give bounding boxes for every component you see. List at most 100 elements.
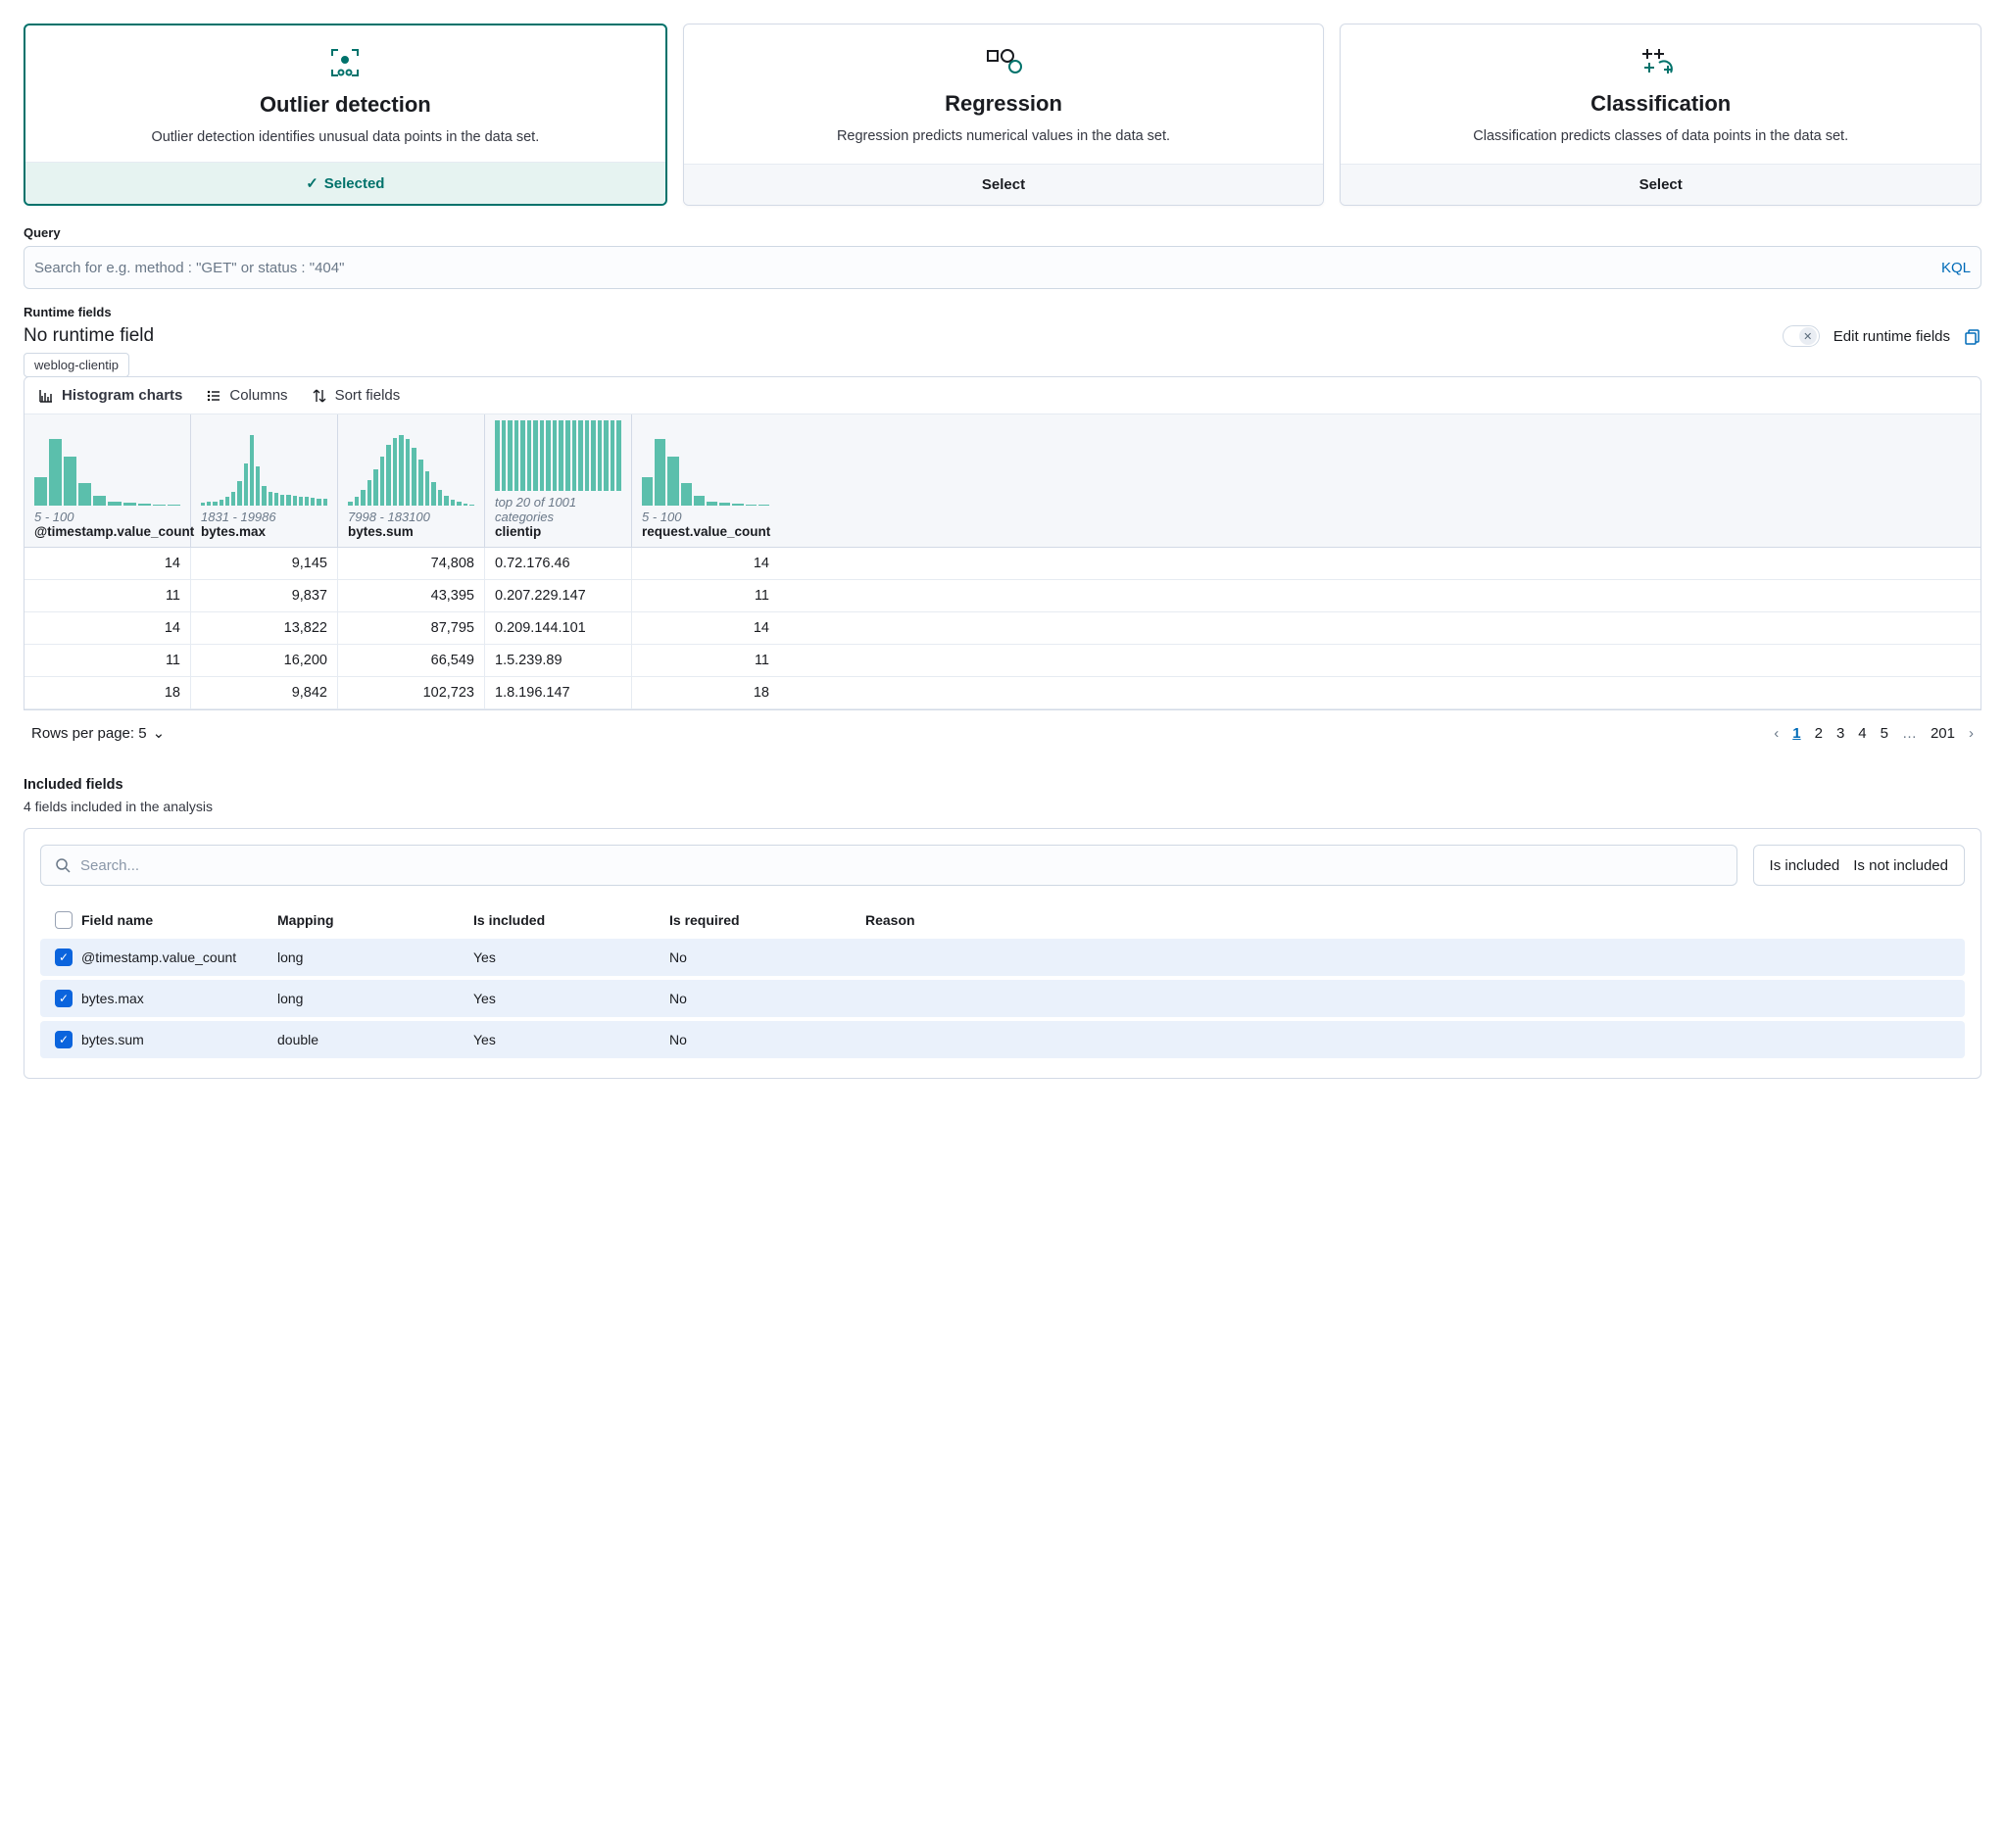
cell-req: 14 bbox=[632, 612, 779, 644]
tab-columns[interactable]: Columns bbox=[206, 387, 287, 404]
table-row[interactable]: 119,83743,3950.207.229.14711 bbox=[24, 580, 1981, 612]
select-all-checkbox[interactable] bbox=[55, 911, 73, 929]
card-classification[interactable]: Classification Classification predicts c… bbox=[1340, 24, 1981, 206]
table-row[interactable]: 189,842102,7231.8.196.14718 bbox=[24, 677, 1981, 709]
table-row[interactable]: 1116,20066,5491.5.239.8911 bbox=[24, 645, 1981, 677]
included-row[interactable]: ✓@timestamp.value_countlongYesNo bbox=[40, 939, 1965, 976]
outlier-icon bbox=[43, 43, 648, 82]
col-reason[interactable]: Reason bbox=[865, 912, 1959, 928]
card-footer-select[interactable]: Select bbox=[684, 164, 1324, 205]
hist-chart bbox=[201, 435, 327, 506]
runtime-toggle[interactable]: ✕ bbox=[1783, 325, 1820, 347]
cell-bmax: 13,822 bbox=[191, 612, 338, 644]
row-checkbox[interactable]: ✓ bbox=[55, 990, 73, 1007]
pager-page-4[interactable]: 4 bbox=[1858, 725, 1866, 742]
included-subtitle: 4 fields included in the analysis bbox=[24, 799, 1981, 814]
grid-toolbar: Histogram charts Columns Sort fields bbox=[24, 377, 1981, 414]
weblog-chip[interactable]: weblog-clientip bbox=[24, 353, 129, 377]
pager-page-3[interactable]: 3 bbox=[1836, 725, 1844, 742]
edit-runtime-link[interactable]: Edit runtime fields bbox=[1834, 328, 1950, 345]
col-is-required[interactable]: Is required bbox=[669, 912, 865, 928]
pager-next[interactable]: › bbox=[1969, 725, 1974, 742]
hist-cell-ts[interactable]: 5 - 100@timestamp.value_count bbox=[24, 414, 191, 547]
hist-cell-bmax[interactable]: 1831 - 19986bytes.max bbox=[191, 414, 338, 547]
hist-label: clientip bbox=[495, 524, 621, 539]
cell-mapping: long bbox=[277, 991, 473, 1006]
card-title: Outlier detection bbox=[43, 92, 648, 118]
cell-bsum: 102,723 bbox=[338, 677, 485, 708]
cell-required: No bbox=[669, 991, 865, 1006]
cell-bmax: 9,145 bbox=[191, 548, 338, 579]
card-title: Classification bbox=[1358, 91, 1963, 117]
search-icon bbox=[55, 857, 71, 873]
filter-group: Is included Is not included bbox=[1753, 845, 1965, 886]
pager-page-2[interactable]: 2 bbox=[1815, 725, 1823, 742]
columns-icon bbox=[206, 388, 221, 404]
hist-range: 7998 - 183100 bbox=[348, 510, 474, 524]
hist-range: 5 - 100 bbox=[34, 510, 180, 524]
tab-sort[interactable]: Sort fields bbox=[312, 387, 401, 404]
query-label: Query bbox=[24, 225, 1981, 240]
cell-bsum: 43,395 bbox=[338, 580, 485, 611]
cell-included: Yes bbox=[473, 949, 669, 965]
hist-cell-bsum[interactable]: 7998 - 183100bytes.sum bbox=[338, 414, 485, 547]
cell-ts: 14 bbox=[24, 612, 191, 644]
table-header: Field name Mapping Is included Is requir… bbox=[40, 901, 1965, 939]
pager-page-last[interactable]: 201 bbox=[1931, 725, 1955, 742]
card-desc: Classification predicts classes of data … bbox=[1358, 126, 1963, 147]
cell-ip: 0.209.144.101 bbox=[485, 612, 632, 644]
pager-page-5[interactable]: 5 bbox=[1881, 725, 1888, 742]
pager-prev[interactable]: ‹ bbox=[1774, 725, 1779, 742]
included-row[interactable]: ✓ bytes.maxlongYesNo bbox=[40, 980, 1965, 1017]
runtime-empty-text: No runtime field bbox=[24, 325, 154, 347]
cell-included: Yes bbox=[473, 991, 669, 1006]
card-outlier-detection[interactable]: Outlier detection Outlier detection iden… bbox=[24, 24, 667, 206]
data-grid: Histogram charts Columns Sort fields 5 -… bbox=[24, 376, 1981, 710]
hist-range: 5 - 100 bbox=[642, 510, 769, 524]
cell-ts: 14 bbox=[24, 548, 191, 579]
cell-bmax: 16,200 bbox=[191, 645, 338, 676]
included-row[interactable]: ✓bytes.sumdoubleYesNo bbox=[40, 1021, 1965, 1058]
cell-mapping: double bbox=[277, 1032, 473, 1047]
cell-ip: 0.72.176.46 bbox=[485, 548, 632, 579]
included-heading: Included fields bbox=[24, 777, 1981, 793]
hist-label: bytes.max bbox=[201, 524, 327, 539]
hist-range: top 20 of 1001 categories bbox=[495, 495, 621, 524]
col-mapping[interactable]: Mapping bbox=[277, 912, 473, 928]
card-regression[interactable]: Regression Regression predicts numerical… bbox=[683, 24, 1325, 206]
row-checkbox[interactable]: ✓ bbox=[55, 1031, 73, 1048]
card-footer-select[interactable]: Select bbox=[1341, 164, 1981, 205]
query-input[interactable] bbox=[34, 260, 1933, 276]
filter-is-included[interactable]: Is included bbox=[1770, 857, 1840, 874]
hist-cell-ip[interactable]: top 20 of 1001 categoriesclientip bbox=[485, 414, 632, 547]
card-desc: Outlier detection identifies unusual dat… bbox=[43, 127, 648, 148]
hist-label: request.value_count bbox=[642, 524, 769, 539]
pager-ellipsis[interactable]: … bbox=[1902, 725, 1917, 742]
included-search-input[interactable] bbox=[80, 857, 1723, 874]
included-search bbox=[40, 845, 1737, 886]
rows-per-page[interactable]: Rows per page: 5 ⌄ bbox=[31, 724, 165, 742]
hist-cell-req[interactable]: 5 - 100request.value_count bbox=[632, 414, 779, 547]
table-row[interactable]: 149,14574,8080.72.176.4614 bbox=[24, 548, 1981, 580]
hist-chart bbox=[348, 435, 474, 506]
query-lang-button[interactable]: KQL bbox=[1941, 260, 1971, 276]
cell-mapping: long bbox=[277, 949, 473, 965]
cell-bsum: 66,549 bbox=[338, 645, 485, 676]
col-is-included[interactable]: Is included bbox=[473, 912, 669, 928]
cell-ts: 11 bbox=[24, 580, 191, 611]
col-field-name[interactable]: Field name bbox=[81, 912, 277, 928]
cell-ip: 0.207.229.147 bbox=[485, 580, 632, 611]
cell-name: @timestamp.value_count bbox=[81, 949, 277, 965]
pager-page-1[interactable]: 1 bbox=[1792, 725, 1800, 742]
cell-name: bytes.max bbox=[81, 991, 277, 1006]
tab-histogram[interactable]: Histogram charts bbox=[38, 387, 182, 404]
row-checkbox[interactable]: ✓ bbox=[55, 948, 73, 966]
clipboard-icon[interactable] bbox=[1964, 327, 1981, 345]
hist-range: 1831 - 19986 bbox=[201, 510, 327, 524]
chevron-down-icon: ⌄ bbox=[153, 724, 166, 742]
job-type-cards: Outlier detection Outlier detection iden… bbox=[24, 24, 1981, 206]
cell-req: 18 bbox=[632, 677, 779, 708]
filter-is-not-included[interactable]: Is not included bbox=[1853, 857, 1948, 874]
close-icon: ✕ bbox=[1799, 327, 1817, 345]
table-row[interactable]: 1413,82287,7950.209.144.10114 bbox=[24, 612, 1981, 645]
